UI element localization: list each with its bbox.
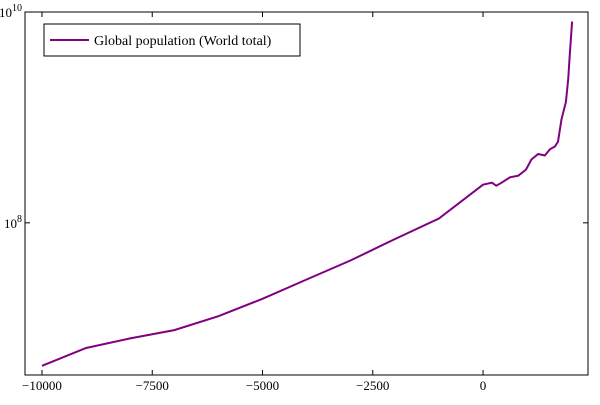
- plot-frame: [24, 11, 589, 376]
- x-tick-label: −7500: [136, 378, 169, 393]
- series-line-global-population: [41, 21, 574, 367]
- legend: Global population (World total): [43, 23, 301, 57]
- y-tick-label: 1010: [0, 3, 22, 20]
- y-tick-label: 108: [4, 214, 22, 231]
- x-tick-label: −5000: [246, 378, 279, 393]
- x-tick-label: −2500: [356, 378, 389, 393]
- x-tick-label: −10000: [22, 378, 62, 393]
- x-tick-label: 0: [480, 378, 487, 393]
- legend-label: Global population (World total): [94, 34, 272, 49]
